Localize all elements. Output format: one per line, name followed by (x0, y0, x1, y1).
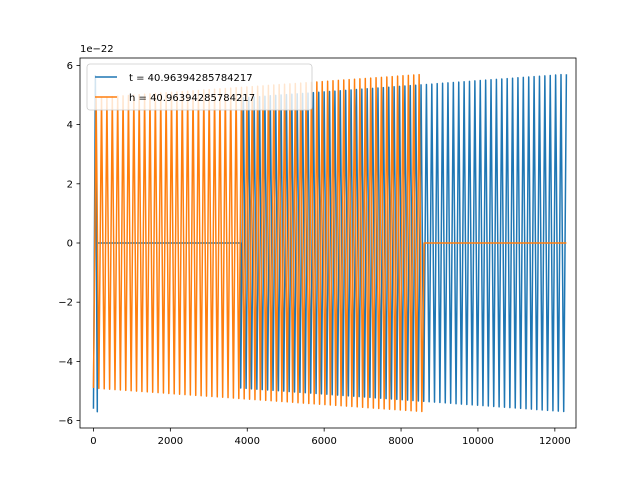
x-tick-label: 10000 (462, 436, 494, 447)
series-line-t (92, 73, 568, 413)
legend-box (86, 63, 313, 111)
x-tick-label: 12000 (539, 436, 571, 447)
y-tick-label: 6 (67, 61, 73, 72)
legend-label-h: h = 40.96394285784217 (129, 93, 255, 104)
y-tick-label: 2 (67, 179, 73, 190)
y-tick-label: 4 (67, 120, 73, 131)
x-tick-label: 0 (90, 436, 96, 447)
x-tick-label: 8000 (388, 436, 413, 447)
x-tick-label: 6000 (311, 436, 336, 447)
y-axis: −6 −4 −2 0 2 4 6 (58, 61, 80, 427)
x-tick-label: 4000 (235, 436, 260, 447)
y-scale-exponent-label: 1e−22 (80, 44, 114, 55)
y-tick-label: −4 (58, 357, 73, 368)
x-axis: 0 2000 4000 6000 8000 10000 12000 (90, 428, 571, 447)
y-tick-label: −6 (58, 416, 73, 427)
legend: t = 40.96394285784217 h = 40.96394285784… (86, 63, 313, 111)
series-line-h (92, 73, 567, 413)
y-tick-label: 0 (67, 239, 73, 250)
series-layer (92, 73, 568, 413)
x-tick-label: 2000 (158, 436, 183, 447)
legend-label-t: t = 40.96394285784217 (129, 73, 253, 84)
y-tick-label: −2 (58, 298, 73, 309)
